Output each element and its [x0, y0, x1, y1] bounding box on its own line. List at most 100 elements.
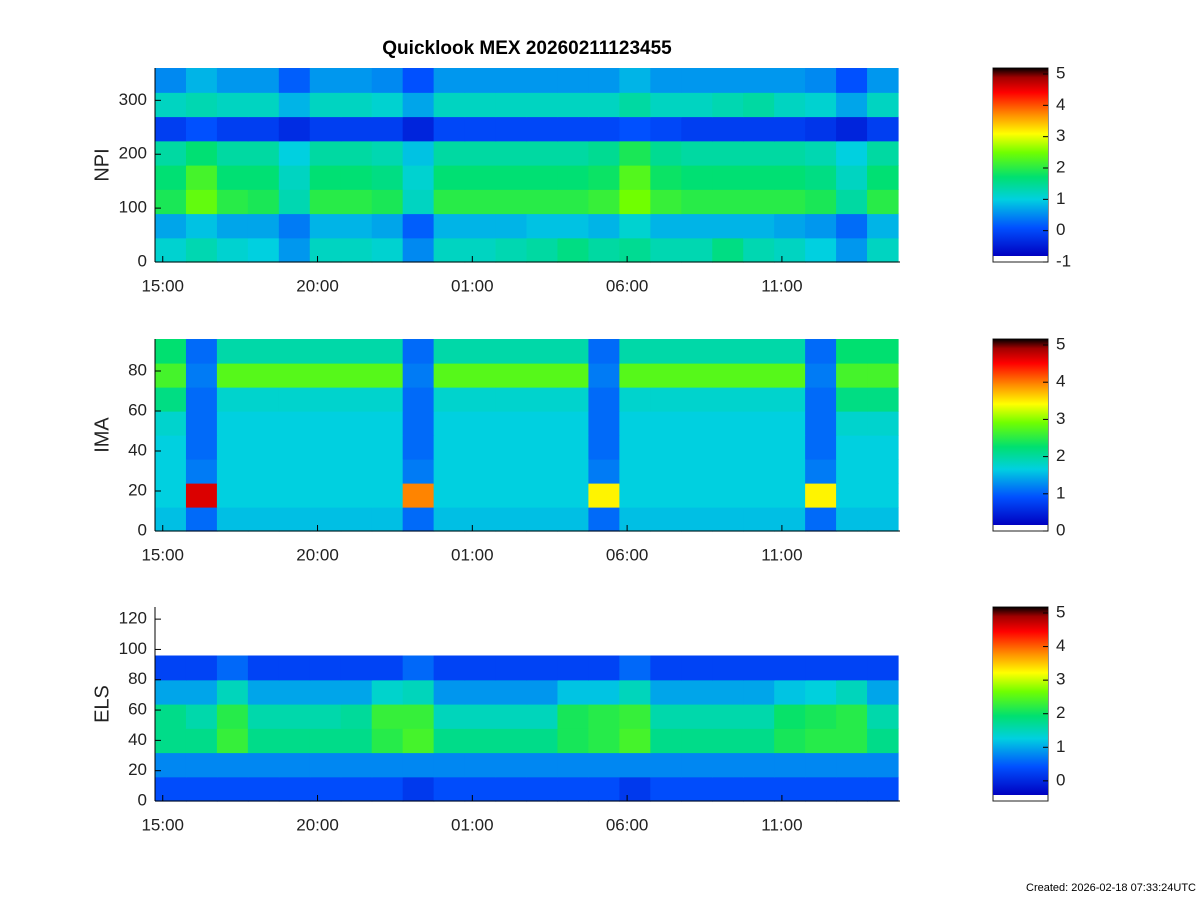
heat-cell: [712, 92, 744, 118]
heat-cell: [402, 68, 435, 93]
heat-cell: [464, 237, 497, 263]
heat-cell: [155, 704, 187, 729]
heat-cell: [805, 387, 837, 412]
heat-cell: [557, 728, 590, 754]
heat-cell: [464, 213, 497, 239]
heat-cell: [867, 507, 899, 532]
heat-cell: [278, 752, 311, 778]
heat-cell: [619, 655, 651, 681]
heat-cell: [619, 411, 651, 436]
heat-cell: [309, 387, 342, 412]
heat-cell: [309, 339, 342, 364]
heat-cell: [247, 483, 280, 508]
heat-cell: [836, 189, 868, 215]
heat-cell: [526, 435, 559, 460]
heat-cell: [557, 411, 590, 436]
heat-cell: [867, 411, 899, 436]
heat-cell: [774, 728, 806, 754]
colorbar-tick-label: 1: [1056, 737, 1065, 756]
heat-cell: [588, 679, 620, 705]
heat-cell: [309, 92, 342, 118]
heat-cell: [836, 140, 868, 166]
heat-cell: [805, 776, 837, 802]
heat-cell: [309, 116, 342, 142]
colorbar-tick-label: 0: [1056, 770, 1065, 789]
heat-cell: [371, 728, 404, 754]
panel: [155, 68, 899, 263]
heat-cell: [309, 68, 342, 93]
colorbar-tick-label: 4: [1056, 95, 1065, 114]
heat-cell: [371, 116, 404, 142]
heat-cell: [836, 387, 868, 412]
heat-cell: [805, 704, 837, 729]
heat-cell: [371, 435, 404, 460]
heat-cell: [371, 752, 404, 778]
heat-cell: [650, 704, 682, 729]
heat-cell: [526, 679, 559, 705]
x-tick-label: 15:00: [141, 815, 184, 834]
heat-cell: [155, 679, 187, 705]
heat-cell: [402, 459, 435, 484]
heat-cell: [309, 459, 342, 484]
heat-cell: [495, 189, 528, 215]
heat-cell: [433, 704, 466, 729]
heat-cell: [557, 387, 590, 412]
heat-cell: [464, 483, 497, 508]
heat-cell: [216, 363, 249, 388]
footer: Created: 2026-02-18 07:33:24UTC: [1026, 882, 1196, 894]
heat-cell: [278, 679, 311, 705]
heat-cell: [278, 237, 311, 263]
heat-cell: [681, 363, 713, 388]
heat-cell: [247, 679, 280, 705]
heat-cell: [464, 776, 497, 802]
heat-cell: [774, 116, 806, 142]
heat-cell: [247, 363, 280, 388]
colorbar-tick-label: -1: [1056, 251, 1071, 270]
heat-cell: [185, 704, 218, 729]
heat-cell: [588, 68, 620, 93]
y-tick-label: 100: [119, 198, 147, 217]
heat-cell: [402, 679, 435, 705]
heat-cell: [340, 140, 373, 166]
heat-cell: [402, 752, 435, 778]
heat-cell: [526, 411, 559, 436]
heat-cell: [371, 507, 404, 532]
heat-cell: [278, 459, 311, 484]
heat-cell: [216, 776, 249, 802]
heat-cell: [681, 704, 713, 729]
heat-cell: [774, 339, 806, 364]
heat-cell: [867, 655, 899, 681]
heat-cell: [495, 213, 528, 239]
heat-cell: [340, 728, 373, 754]
heat-cell: [712, 116, 744, 142]
heat-cell: [650, 483, 682, 508]
heat-cell: [774, 213, 806, 239]
colorbar-tick-label: 0: [1056, 520, 1065, 539]
heat-cell: [681, 507, 713, 532]
y-tick-label: 80: [128, 669, 147, 688]
heat-cell: [433, 92, 466, 118]
chart-title: Quicklook MEX 20260211123455: [382, 38, 672, 59]
heat-cell: [650, 507, 682, 532]
heat-cell: [743, 776, 775, 802]
heat-cell: [743, 387, 775, 412]
heat-cell: [867, 189, 899, 215]
heat-cell: [495, 776, 528, 802]
heat-cell: [805, 363, 837, 388]
heat-cell: [557, 116, 590, 142]
heat-cell: [526, 116, 559, 142]
heat-cell: [681, 728, 713, 754]
heat-cell: [185, 237, 218, 263]
y-tick-label: 60: [128, 400, 147, 419]
heat-cell: [278, 116, 311, 142]
heat-cell: [557, 679, 590, 705]
heat-cell: [650, 776, 682, 802]
heat-cell: [309, 752, 342, 778]
heat-cell: [867, 459, 899, 484]
heat-cell: [681, 140, 713, 166]
heat-cell: [464, 435, 497, 460]
heat-cell: [743, 435, 775, 460]
heat-cell: [588, 776, 620, 802]
heat-cell: [588, 189, 620, 215]
heat-cell: [619, 92, 651, 118]
